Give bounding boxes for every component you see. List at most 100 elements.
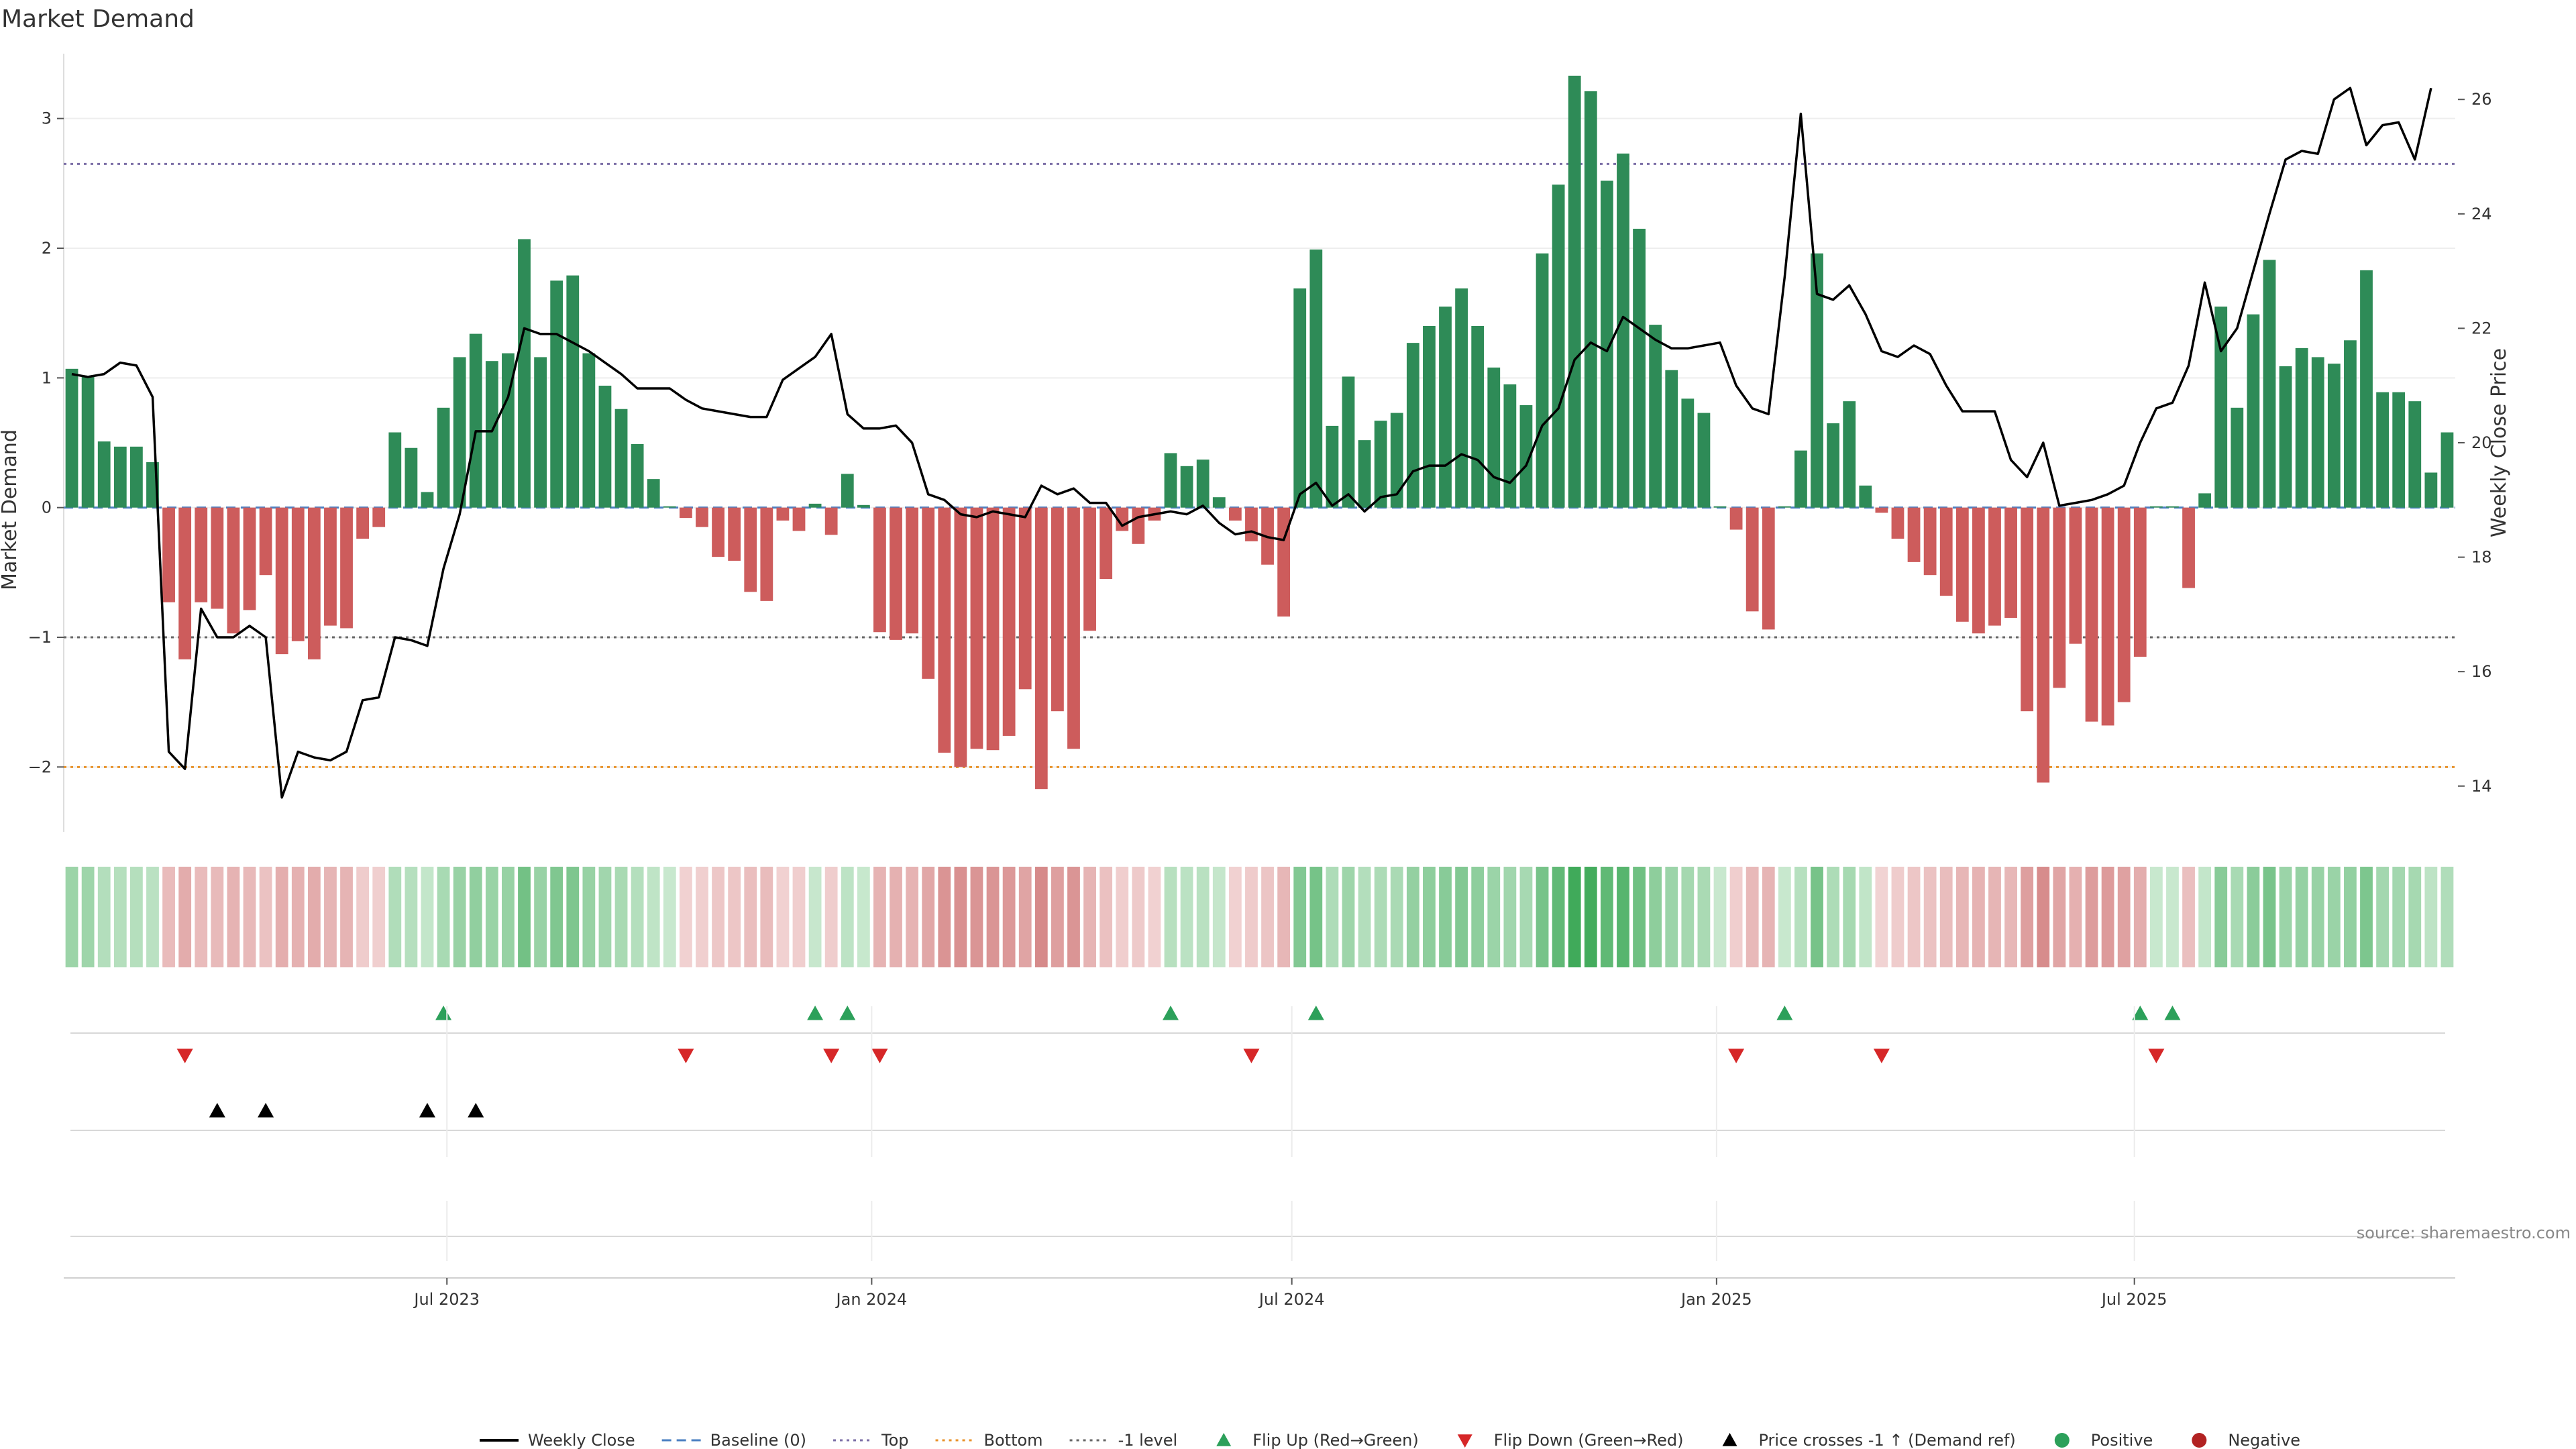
heatmap-cell xyxy=(97,867,111,967)
flip-down-marker xyxy=(176,1049,193,1063)
heatmap-cell xyxy=(2376,867,2389,967)
demand-bar xyxy=(1729,507,1743,530)
heatmap-cell xyxy=(1067,867,1080,967)
heatmap-cell xyxy=(162,867,175,967)
demand-bar xyxy=(792,507,806,531)
y-tick-label: 2 xyxy=(42,239,52,258)
heatmap-cell xyxy=(1713,867,1727,967)
demand-bar xyxy=(178,507,192,659)
y2-axis-label: Weekly Close Price xyxy=(2487,348,2511,537)
demand-bar xyxy=(2069,507,2082,644)
legend-label: Top xyxy=(881,1431,909,1449)
y2-tick-label: 16 xyxy=(2471,662,2492,681)
demand-bar xyxy=(857,504,870,508)
flip-up-marker xyxy=(807,1006,824,1020)
y-tick-label: −2 xyxy=(28,757,52,776)
flip-up-marker xyxy=(1776,1006,1793,1020)
x-tick-label: Jan 2024 xyxy=(835,1290,908,1309)
demand-bar xyxy=(712,507,724,557)
heatmap-cell xyxy=(614,867,628,967)
legend-label: -1 level xyxy=(1118,1431,1178,1449)
weekly-close-line xyxy=(71,87,2432,799)
heatmap-cell xyxy=(938,867,951,967)
demand-bar xyxy=(824,507,838,535)
demand-bar xyxy=(1859,485,1872,508)
demand-bar xyxy=(1002,507,1016,736)
heatmap-cell xyxy=(1326,867,1339,967)
demand-bar xyxy=(405,447,418,508)
demand-bar xyxy=(1471,326,1485,508)
heatmap-cell xyxy=(1083,867,1096,967)
demand-bar xyxy=(2408,401,2422,508)
demand-bar xyxy=(808,503,822,508)
heatmap-cell xyxy=(275,867,288,967)
heatmap-cell xyxy=(324,867,337,967)
heatmap-cell xyxy=(178,867,192,967)
demand-bar xyxy=(744,507,757,592)
flip-up-marker xyxy=(1307,1006,1324,1020)
heatmap-cell xyxy=(1358,867,1371,967)
demand-bar xyxy=(2392,392,2406,508)
chart-title: Market Demand xyxy=(1,5,195,33)
demand-bar xyxy=(1633,229,1646,508)
demand-bar xyxy=(1697,413,1711,508)
demand-bar xyxy=(986,507,1000,751)
heatmap-cell xyxy=(2021,867,2034,967)
heatmap-cell xyxy=(1665,867,1678,967)
heatmap-cell xyxy=(2053,867,2066,967)
demand-bar xyxy=(1503,384,1517,508)
demand-bars xyxy=(65,75,2454,790)
x-tick-label: Jan 2025 xyxy=(1680,1290,1752,1309)
demand-bar xyxy=(195,507,208,602)
heatmap-cell xyxy=(2360,867,2373,967)
legend-marker-swatch xyxy=(2054,1433,2070,1448)
heatmap-cell xyxy=(421,867,434,967)
heatmap-cell xyxy=(663,867,676,967)
heatmap-cell xyxy=(1891,867,1904,967)
heatmap-cell xyxy=(1374,867,1387,967)
demand-bar xyxy=(1342,376,1355,508)
heatmap-cell xyxy=(1034,867,1048,967)
heatmap-cell xyxy=(1794,867,1807,967)
y2-tick-label: 22 xyxy=(2471,319,2492,337)
demand-bar xyxy=(1051,507,1064,712)
demand-bar xyxy=(2004,507,2017,618)
heatmap-cell xyxy=(2085,867,2098,967)
demand-bar xyxy=(2295,347,2308,508)
demand-bar xyxy=(631,443,644,508)
heatmap-cell xyxy=(1002,867,1016,967)
demand-bar xyxy=(1326,425,1339,508)
flip-down-marker xyxy=(823,1049,840,1063)
price-cross-marker xyxy=(468,1103,484,1118)
demand-bar xyxy=(1972,507,1985,634)
event-panels xyxy=(70,1006,2445,1237)
y2-tick-label: 18 xyxy=(2471,548,2492,567)
legend-label: Baseline (0) xyxy=(710,1431,806,1449)
heatmap-cell xyxy=(211,867,224,967)
demand-bar xyxy=(2424,472,2438,508)
demand-bar xyxy=(2166,506,2179,508)
heatmap-cell xyxy=(1746,867,1759,967)
demand-bar xyxy=(2133,507,2147,657)
demand-bar xyxy=(2117,507,2131,702)
heatmap-cell xyxy=(1988,867,2001,967)
heatmap-cell xyxy=(954,867,967,967)
heatmap-cell xyxy=(986,867,1000,967)
demand-bar xyxy=(954,507,967,767)
heatmap-cell xyxy=(453,867,466,967)
demand-bar xyxy=(906,507,919,634)
demand-bar xyxy=(2214,307,2228,508)
heatmap-cell xyxy=(1132,867,1145,967)
demand-bar xyxy=(2263,260,2276,508)
heatmap-cell xyxy=(2133,867,2147,967)
demand-bar xyxy=(2101,507,2114,726)
demand-bar xyxy=(1212,497,1226,508)
demand-bar xyxy=(2279,366,2292,508)
demand-bar xyxy=(162,507,175,602)
heatmap-cell xyxy=(1503,867,1517,967)
heatmap-cell xyxy=(2424,867,2438,967)
demand-bar xyxy=(1455,288,1468,508)
demand-bar xyxy=(1293,288,1307,508)
demand-bar xyxy=(243,507,256,610)
heatmap-cell xyxy=(356,867,370,967)
